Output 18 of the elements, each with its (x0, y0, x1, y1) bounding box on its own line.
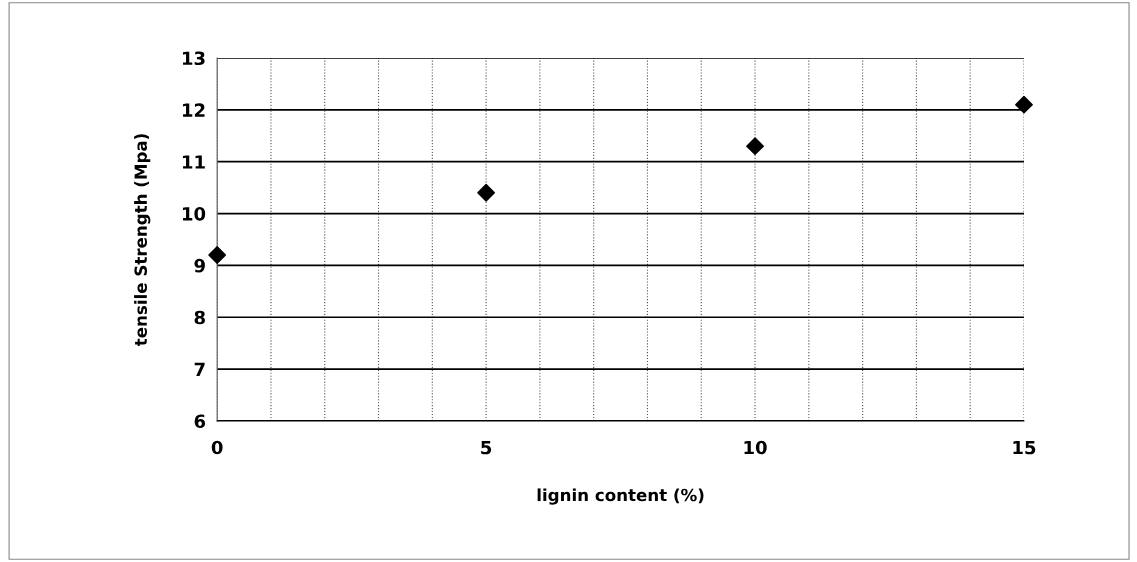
y-tick-label: 10 (182, 207, 206, 221)
x-tick-label: 0 (211, 440, 223, 455)
point (477, 183, 496, 202)
y-tick-label: 6 (194, 414, 206, 429)
point (208, 246, 227, 264)
y-tick-label: 9 (194, 258, 205, 273)
y-tick-label: 11 (182, 155, 205, 169)
y-axis-title: tensile Strength (Mpa) (134, 134, 151, 346)
point (1015, 95, 1033, 114)
x-tick-label: 15 (1013, 440, 1036, 455)
x-axis-title: lignin content (%) (537, 488, 704, 505)
y-tick-label: 12 (182, 103, 205, 117)
x-tick-label: 5 (481, 440, 492, 455)
x-tick-label: 10 (744, 440, 767, 455)
point (746, 137, 764, 156)
y-tick-label: 7 (194, 362, 205, 376)
y-tick-label: 13 (182, 51, 205, 66)
y-tick-label: 8 (194, 310, 205, 325)
